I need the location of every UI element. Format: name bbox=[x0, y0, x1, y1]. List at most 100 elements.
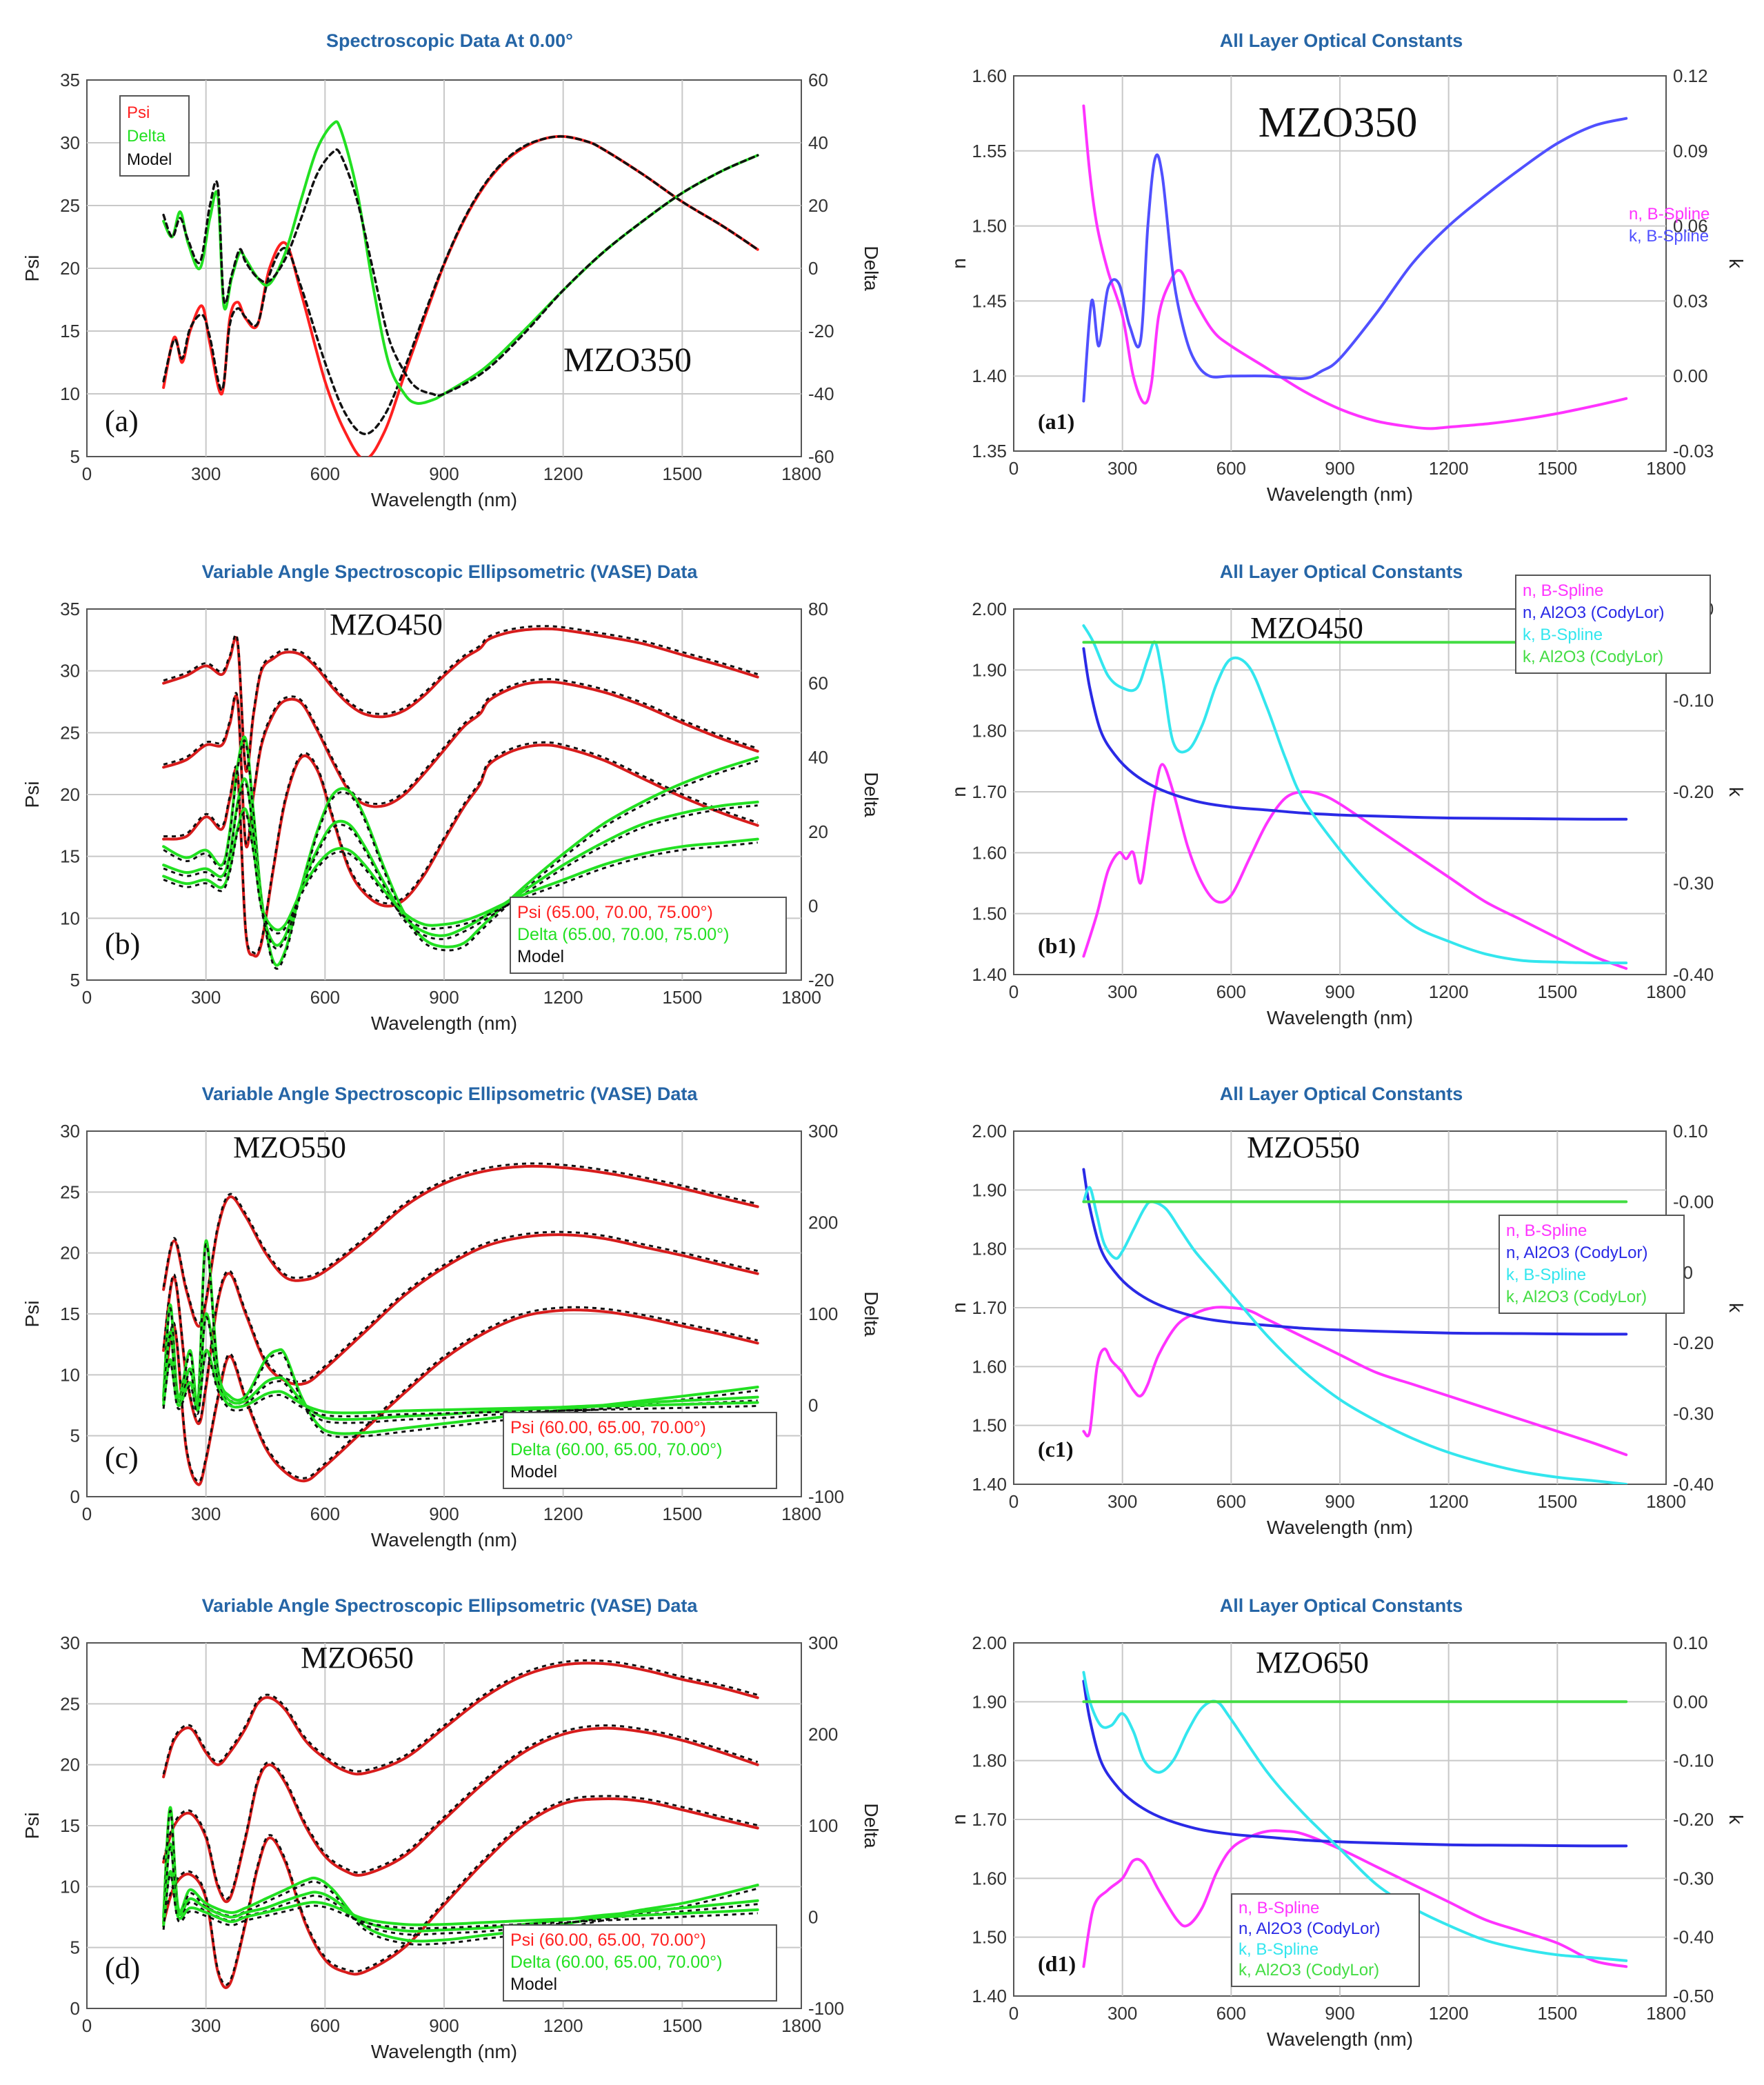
legend: Psi Delta Model bbox=[119, 95, 190, 177]
legend-item: Model bbox=[510, 1462, 557, 1482]
panel-label: (c) bbox=[105, 1441, 139, 1475]
y2-tick-label: -20 bbox=[808, 321, 834, 341]
panel-label: (b) bbox=[105, 927, 140, 961]
panel-label: (a1) bbox=[1038, 409, 1074, 434]
legend-box bbox=[510, 897, 787, 974]
y-tick-label: 1.50 bbox=[972, 1927, 1007, 1948]
x-tick-label: 300 bbox=[1107, 1491, 1137, 1512]
series-line bbox=[162, 1842, 759, 1933]
x-tick-label: 1500 bbox=[1537, 981, 1577, 1002]
x-tick-label: 1200 bbox=[543, 1504, 583, 1524]
series-group bbox=[1082, 1670, 1628, 1968]
series-line bbox=[1082, 647, 1628, 821]
series-line bbox=[1082, 117, 1628, 403]
y-tick-label: 1.50 bbox=[972, 216, 1007, 237]
legend-item: k, B-Spline bbox=[1506, 1266, 1586, 1284]
x-tick-label: 1500 bbox=[662, 987, 702, 1008]
y-tick-label: 1.70 bbox=[972, 1297, 1007, 1318]
series-line bbox=[1082, 1306, 1628, 1457]
legend: n, B-Spline k, B-Spline bbox=[1629, 205, 1710, 246]
x-tick-label: 900 bbox=[429, 987, 459, 1008]
y2-tick-label: 0.03 bbox=[1673, 290, 1708, 311]
y-tick-label: 1.45 bbox=[972, 290, 1007, 311]
x-tick-label: 600 bbox=[1216, 458, 1246, 479]
y-tick-label: 10 bbox=[60, 1364, 80, 1385]
y-tick-label: 1.40 bbox=[972, 1986, 1007, 2006]
series-line bbox=[162, 627, 759, 773]
legend-item: k, Al2O3 (CodyLor) bbox=[1523, 648, 1663, 666]
y2-axis-label: k bbox=[1725, 1815, 1747, 1825]
x-tick-label: 1800 bbox=[781, 463, 821, 484]
legend-item: Model bbox=[517, 947, 564, 966]
y2-axis-label: k bbox=[1725, 259, 1747, 269]
x-tick-label: 1800 bbox=[781, 987, 821, 1008]
legend-item: Psi (60.00, 65.00, 70.00°) bbox=[510, 1931, 706, 1950]
y2-tick-label: 0 bbox=[808, 258, 818, 279]
y-tick-label: 0 bbox=[70, 1998, 80, 2019]
y-axis-label: n bbox=[948, 1814, 970, 1825]
x-tick-label: 600 bbox=[310, 2015, 340, 2036]
y-tick-label: 10 bbox=[60, 383, 80, 404]
x-tick-label: 1500 bbox=[1537, 2003, 1577, 2024]
series-line bbox=[1082, 624, 1628, 965]
series-line bbox=[162, 735, 759, 967]
series-line bbox=[162, 1233, 759, 1426]
y2-tick-label: -0.00 bbox=[1673, 1191, 1714, 1212]
series-line bbox=[1082, 104, 1628, 430]
y-tick-label: 10 bbox=[60, 908, 80, 928]
series-line bbox=[162, 744, 759, 958]
y-tick-label: 1.80 bbox=[972, 721, 1007, 741]
y-tick-label: 1.80 bbox=[972, 1750, 1007, 1771]
series-group bbox=[162, 120, 759, 457]
y2-tick-label: -0.30 bbox=[1673, 1868, 1714, 1888]
y2-tick-label: -0.20 bbox=[1673, 781, 1714, 802]
legend: n, B-Spline n, Al2O3 (CodyLor) k, B-Spline… bbox=[1515, 575, 1711, 674]
legend-item: n, Al2O3 (CodyLor) bbox=[1506, 1244, 1647, 1262]
y-tick-label: 1.60 bbox=[972, 66, 1007, 86]
y2-tick-label: 200 bbox=[808, 1213, 838, 1233]
panel-label: (d) bbox=[105, 1951, 140, 1985]
x-axis-label: Wavelength (nm) bbox=[1267, 1007, 1413, 1028]
chart-panel-a1: All Layer Optical Constants 0 300 600 900 120… bbox=[948, 30, 1747, 505]
y2-tick-label: -0.40 bbox=[1673, 1474, 1714, 1495]
x-tick-label: 300 bbox=[191, 1504, 221, 1524]
x-tick-label: 600 bbox=[310, 463, 340, 484]
chart-title: Spectroscopic Data At 0.00° bbox=[326, 30, 573, 51]
y2-axis-label: Delta bbox=[861, 772, 882, 817]
chart-panel-c: Variable Angle Spectroscopic Ellipsometr… bbox=[21, 1084, 882, 1550]
sample-name: MZO550 bbox=[233, 1130, 346, 1164]
y2-tick-label: -0.30 bbox=[1673, 873, 1714, 894]
legend-box bbox=[503, 1412, 777, 1489]
x-axis-label: Wavelength (nm) bbox=[371, 489, 517, 510]
y2-tick-label: 100 bbox=[808, 1815, 838, 1836]
x-tick-label: 1800 bbox=[1646, 981, 1686, 1002]
chart-title: All Layer Optical Constants bbox=[1220, 1595, 1463, 1616]
series-line bbox=[1082, 1168, 1628, 1336]
x-tick-label: 900 bbox=[1325, 1491, 1354, 1512]
legend-item: Model bbox=[127, 150, 172, 169]
y-tick-label: 1.70 bbox=[972, 1809, 1007, 1830]
legend-box bbox=[119, 95, 190, 177]
y-tick-label: 5 bbox=[70, 1426, 80, 1446]
chart-title: Variable Angle Spectroscopic Ellipsometr… bbox=[202, 1084, 699, 1104]
legend-item: n, B-Spline bbox=[1239, 1899, 1319, 1917]
y-tick-label: 25 bbox=[60, 722, 80, 743]
y-axis-label: n bbox=[948, 258, 970, 269]
x-tick-label: 1800 bbox=[781, 1504, 821, 1524]
series-line bbox=[162, 1870, 759, 1928]
y-tick-label: 1.35 bbox=[972, 441, 1007, 461]
y-tick-label: 1.50 bbox=[972, 904, 1007, 924]
x-tick-label: 900 bbox=[429, 463, 459, 484]
x-axis-label: Wavelength (nm) bbox=[371, 1529, 517, 1550]
y2-tick-label: -100 bbox=[808, 1998, 844, 2019]
y-axis-label: Psi bbox=[21, 1813, 43, 1839]
y2-tick-label: -60 bbox=[808, 446, 834, 467]
x-axis-label: Wavelength (nm) bbox=[1267, 1517, 1413, 1538]
x-tick-label: 0 bbox=[82, 987, 92, 1008]
y2-tick-label: 200 bbox=[808, 1724, 838, 1745]
y-tick-label: 1.40 bbox=[972, 366, 1007, 386]
y-tick-label: 35 bbox=[60, 599, 80, 619]
y-tick-label: 25 bbox=[60, 195, 80, 216]
y-tick-label: 1.80 bbox=[972, 1239, 1007, 1259]
y2-tick-label: 300 bbox=[808, 1633, 838, 1653]
